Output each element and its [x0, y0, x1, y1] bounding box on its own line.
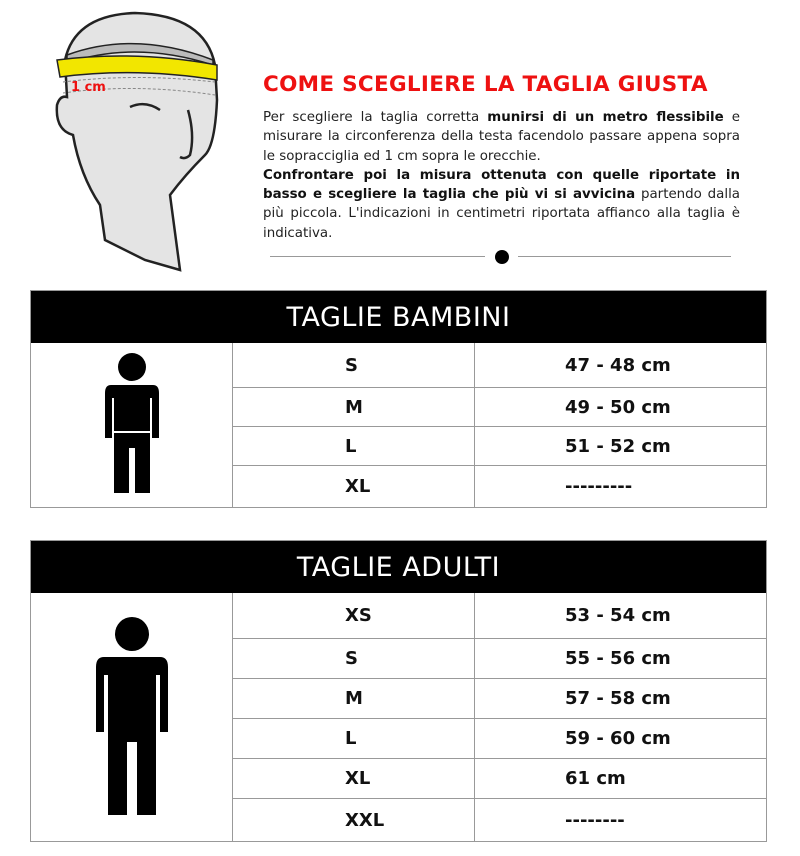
table-row: M 49 - 50 cm [233, 388, 766, 427]
table-title: TAGLIE ADULTI [31, 541, 766, 593]
size-label: S [233, 639, 475, 678]
circumference-value: 49 - 50 cm [565, 396, 671, 418]
table-row: L 59 - 60 cm [233, 719, 766, 759]
child-icon [104, 352, 159, 493]
circumference-value: 47 - 48 cm [565, 354, 671, 376]
adult-icon [95, 617, 168, 815]
text: e misurare la circonferenza della testa … [263, 110, 740, 164]
circumference-value: --------- [565, 476, 633, 497]
bold-text: munirsi di un metro flessibile [487, 110, 724, 125]
circumference-value: 57 - 58 cm [565, 688, 671, 709]
table-row: S 55 - 56 cm [233, 639, 766, 679]
size-label: S [233, 343, 475, 387]
size-label: XXL [233, 799, 475, 841]
circumference-value: 55 - 56 cm [565, 648, 671, 669]
circumference-value: 51 - 52 cm [565, 435, 671, 457]
kids-size-table: TAGLIE BAMBINI S 47 - 48 cm M 49 - 50 cm L 51… [30, 290, 767, 508]
guide-description: Per scegliere la taglia corretta munirsi… [263, 108, 740, 243]
divider-dot [495, 250, 509, 264]
table-row: XL 61 cm [233, 759, 766, 799]
circumference-value: 59 - 60 cm [565, 728, 671, 749]
text: partendo dalla più piccola. L'indicazion… [263, 187, 740, 241]
table-row: XL --------- [233, 466, 766, 507]
size-label: XL [233, 466, 475, 507]
one-cm-label: 1 cm [71, 80, 106, 95]
size-label: M [233, 679, 475, 718]
size-label: XS [233, 593, 475, 638]
adults-size-table: TAGLIE ADULTI XS 53 - 54 cm S 55 - 56 cm M 57… [30, 540, 767, 842]
divider-left [270, 256, 485, 257]
circumference-value: 53 - 54 cm [565, 605, 671, 626]
table-row: XS 53 - 54 cm [233, 593, 766, 639]
table-row: S 47 - 48 cm [233, 343, 766, 388]
size-label: L [233, 719, 475, 758]
table-row: L 51 - 52 cm [233, 427, 766, 466]
size-label: XL [233, 759, 475, 798]
table-row: XXL -------- [233, 799, 766, 841]
text: Per scegliere la taglia corretta [263, 110, 488, 125]
adult-figure-cell [31, 593, 233, 841]
bold-text: Confrontare poi la misura ottenuta con q… [263, 167, 740, 203]
table-row: M 57 - 58 cm [233, 679, 766, 719]
size-label: M [233, 388, 475, 426]
table-title: TAGLIE BAMBINI [31, 291, 766, 343]
size-label: L [233, 427, 475, 465]
divider-right [518, 256, 731, 257]
guide-title: COME SCEGLIERE LA TAGLIA GIUSTA [263, 72, 708, 97]
head-measurement-illustration: 1 cm [55, 11, 219, 272]
circumference-value: -------- [565, 809, 625, 831]
child-figure-cell [31, 343, 233, 507]
circumference-value: 61 cm [565, 768, 626, 789]
